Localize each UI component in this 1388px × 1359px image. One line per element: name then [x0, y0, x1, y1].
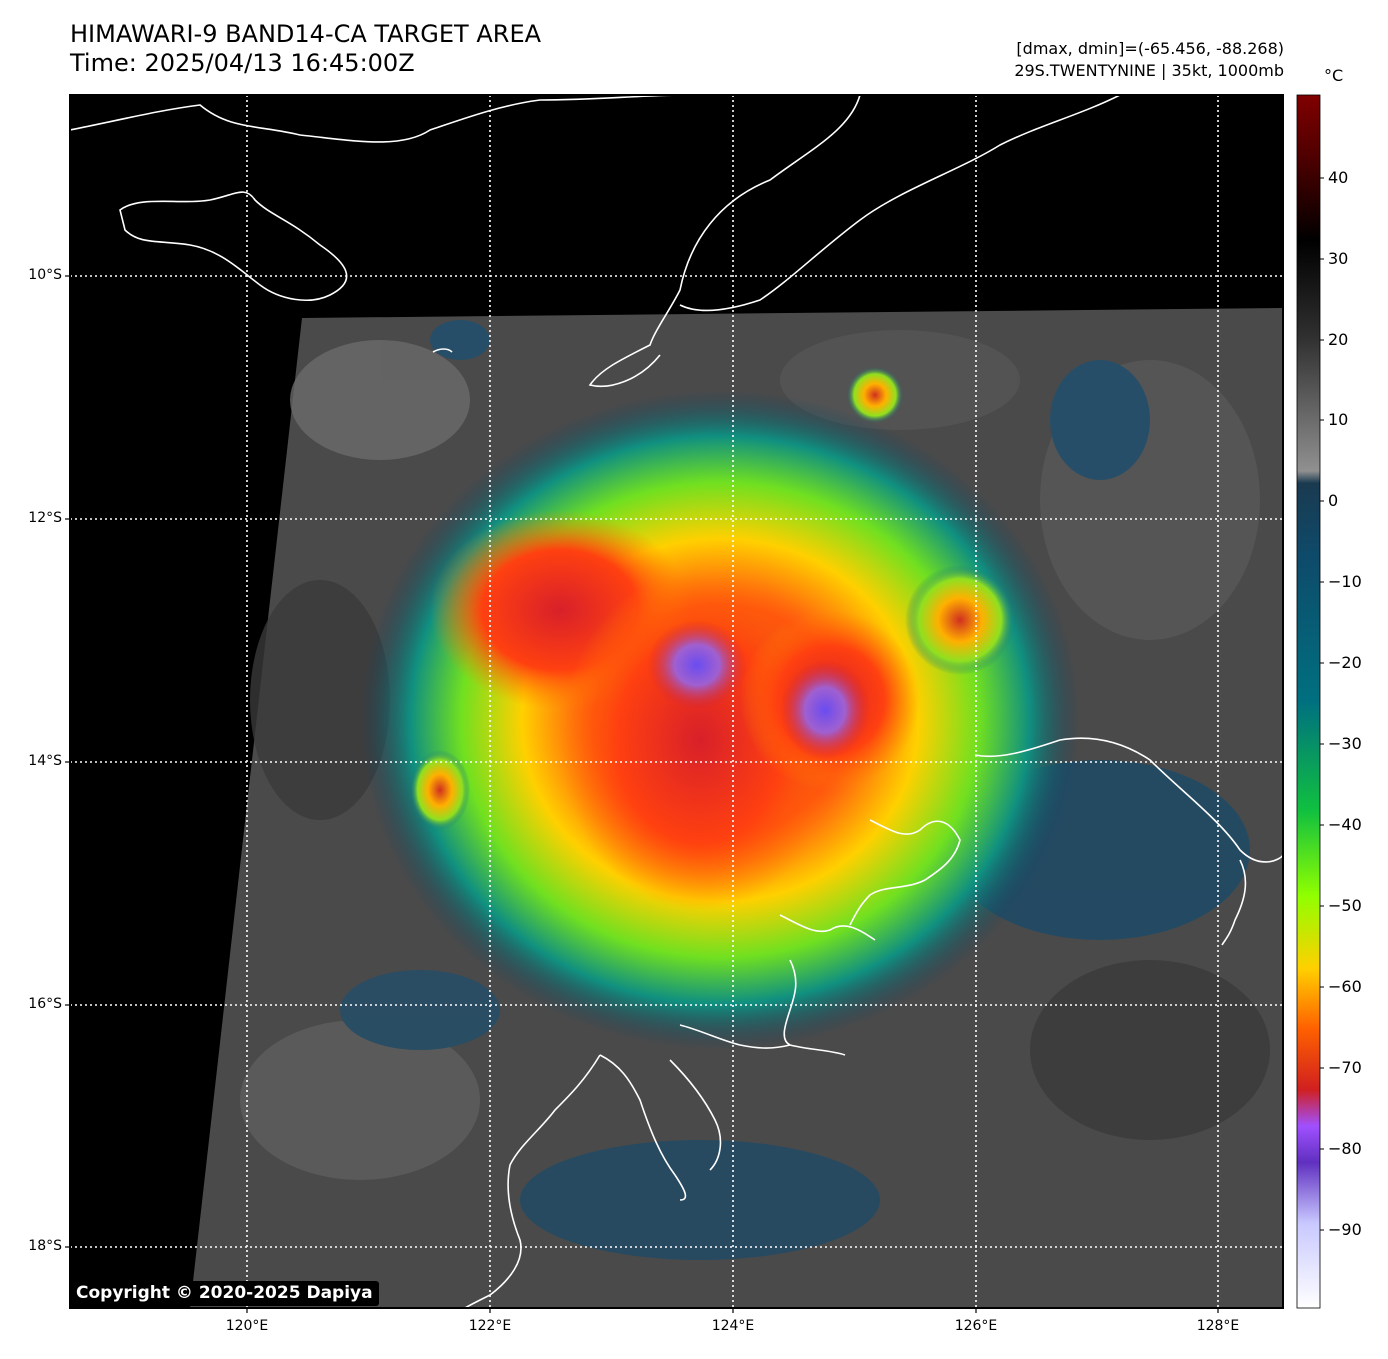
colorbar-label: −10 [1328, 572, 1362, 591]
colorbar-label: −50 [1328, 896, 1362, 915]
coastlines [70, 95, 1283, 1308]
colorbar-label: 40 [1328, 168, 1349, 187]
lat-label: 14°S [28, 753, 62, 769]
storm-info: [dmax, dmin]=(-65.456, -88.268) 29S.TWEN… [1014, 38, 1284, 82]
title-line-2: Time: 2025/04/13 16:45:00Z [70, 49, 415, 77]
colorbar-label: −40 [1328, 815, 1362, 834]
graticule [70, 95, 1283, 1308]
chart-title: HIMAWARI-9 BAND14-CA TARGET AREA Time: 2… [70, 20, 541, 78]
lon-label: 124°E [711, 1318, 755, 1334]
lon-label: 126°E [954, 1318, 998, 1334]
colorbar-label: 30 [1328, 249, 1349, 268]
lat-label: 10°S [28, 267, 62, 283]
colorbar-label: −30 [1328, 734, 1362, 753]
colorbar-label: 10 [1328, 410, 1349, 429]
lat-label: 18°S [28, 1238, 62, 1254]
lon-label: 122°E [468, 1318, 512, 1334]
cold-core-2 [780, 660, 870, 760]
cold-core-1 [647, 620, 747, 710]
colorbar [1296, 94, 1321, 1309]
lon-label: 128°E [1196, 1318, 1240, 1334]
meta-line-1: [dmax, dmin]=(-65.456, -88.268) [1016, 39, 1284, 58]
lon-label: 120°E [225, 1318, 269, 1334]
colorbar-ticks [1320, 177, 1324, 1231]
lat-label: 16°S [28, 996, 62, 1012]
convective-cell-east [905, 565, 1015, 675]
axis-ticks [65, 275, 1219, 1313]
title-line-1: HIMAWARI-9 BAND14-CA TARGET AREA [70, 20, 542, 48]
lat-label: 12°S [28, 510, 62, 526]
colorbar-label: −90 [1328, 1220, 1362, 1239]
colorbar-label: 20 [1328, 330, 1349, 349]
convective-cell-west [410, 750, 470, 830]
colorbar-label: −60 [1328, 977, 1362, 996]
colorbar-label: −80 [1328, 1139, 1362, 1158]
convective-cell-north [847, 367, 903, 423]
colorbar-label: 0 [1328, 491, 1339, 510]
copyright-notice: Copyright © 2020-2025 Dapiya [70, 1281, 379, 1306]
map-border [69, 94, 1284, 1309]
colorbar-unit: °C [1324, 66, 1344, 85]
meta-line-2: 29S.TWENTYNINE | 35kt, 1000mb [1014, 61, 1284, 80]
colorbar-label: −20 [1328, 653, 1362, 672]
colorbar-label: −70 [1328, 1058, 1362, 1077]
